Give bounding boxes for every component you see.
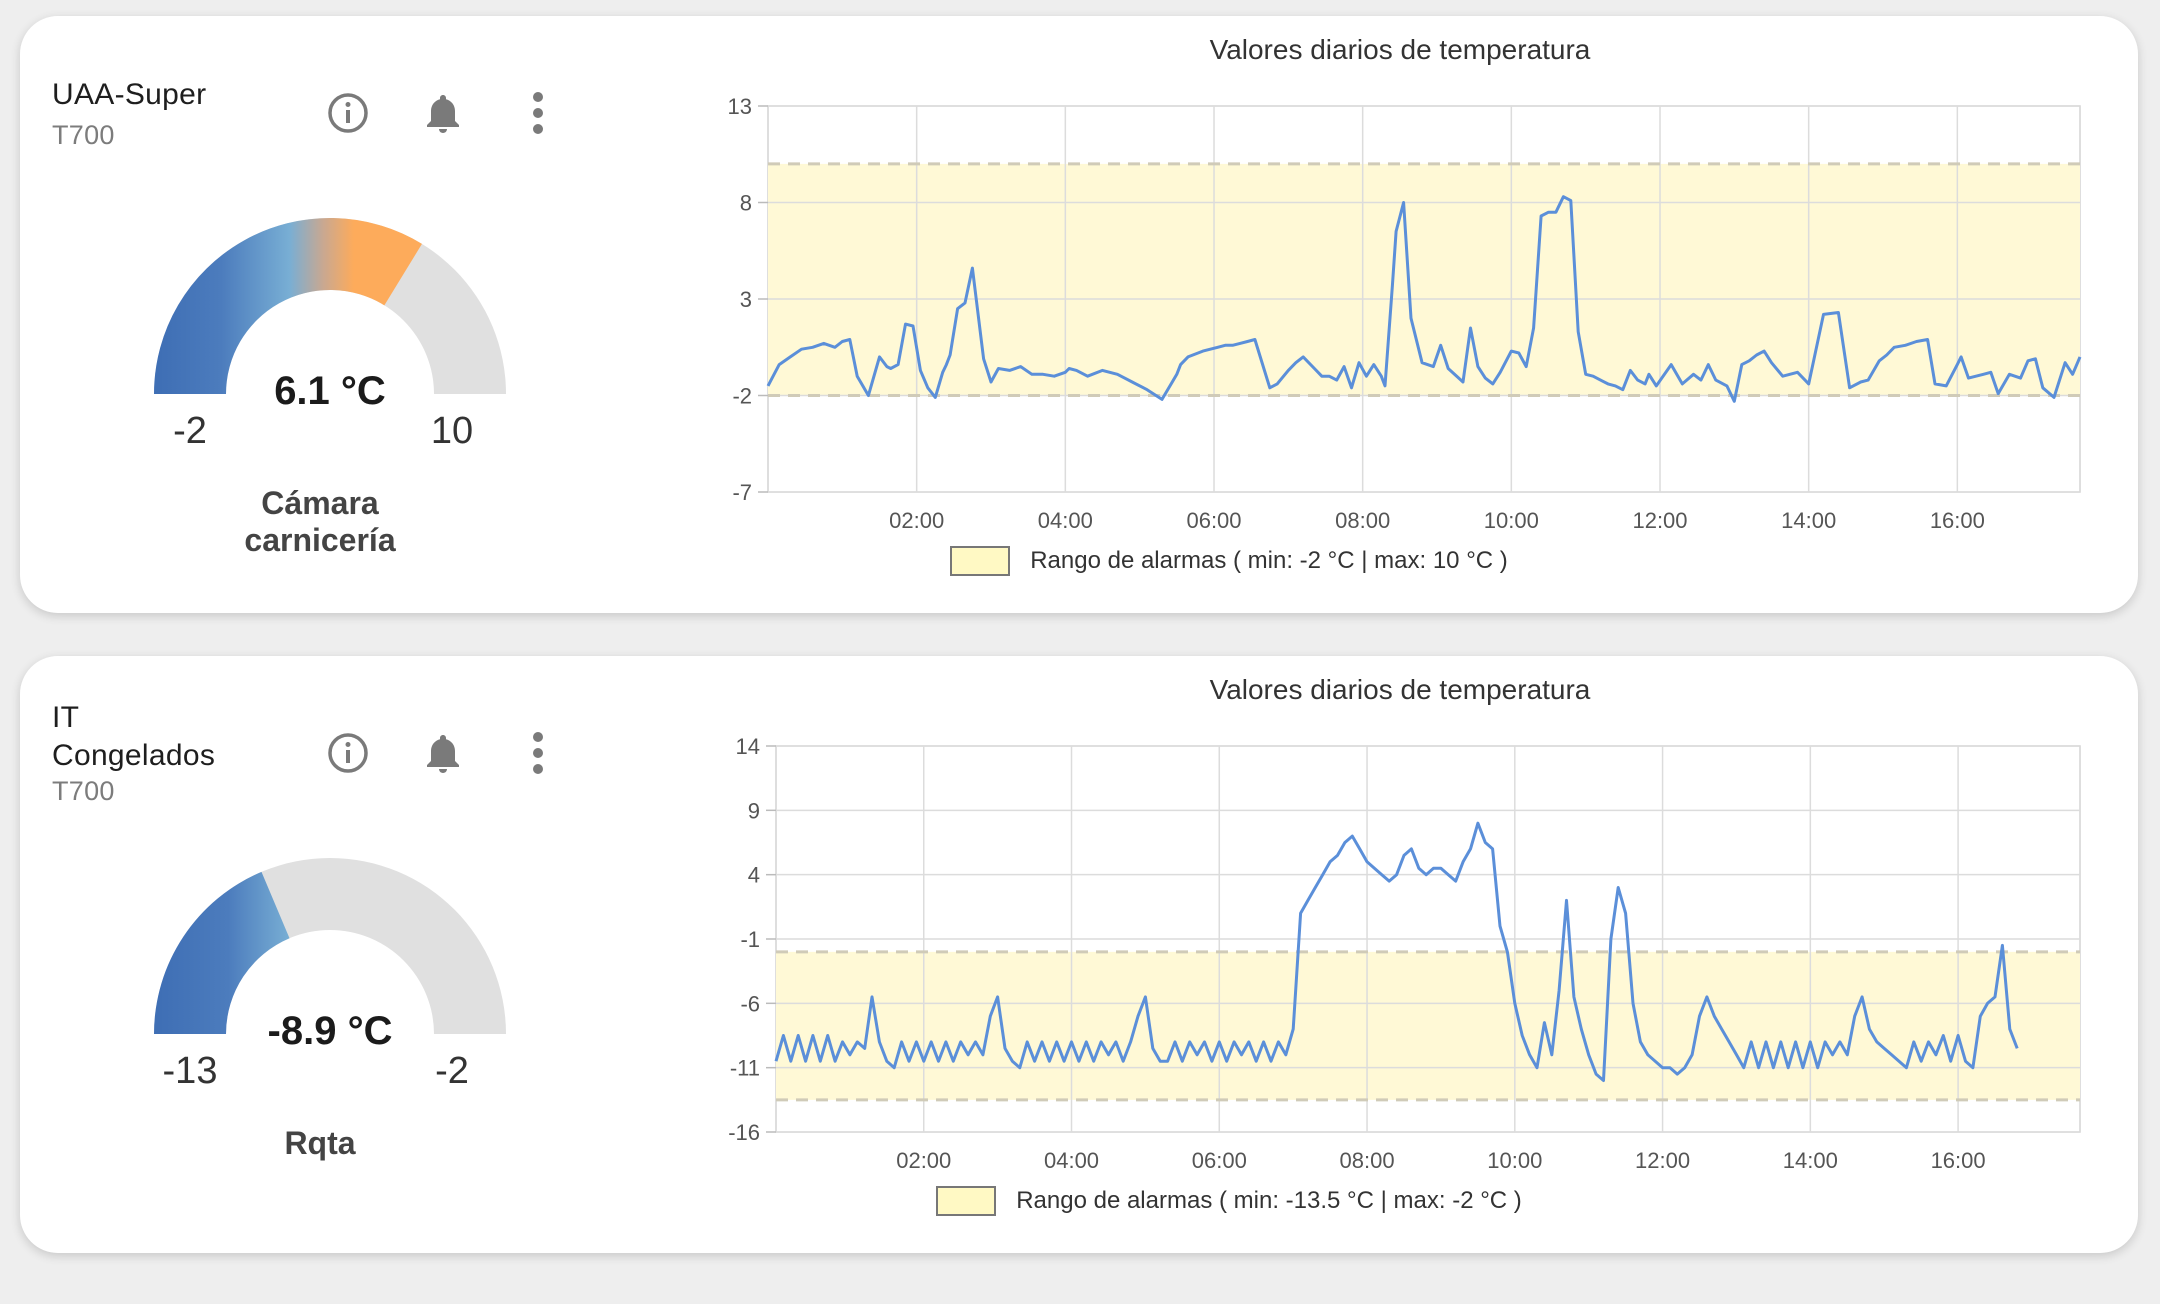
x-tick-label: 02:00 xyxy=(889,508,944,533)
temperature-series-line xyxy=(766,195,2082,403)
device-card: IT Congelados T700 xyxy=(20,656,2138,1253)
y-tick-label: 8 xyxy=(740,191,752,216)
device-name: IT Congelados xyxy=(52,699,215,775)
y-tick-label: 4 xyxy=(748,863,760,888)
bell-icon xyxy=(427,95,459,133)
x-tick-label: 16:00 xyxy=(1931,1148,1986,1173)
y-tick-label: -6 xyxy=(740,991,760,1016)
y-tick-label: -1 xyxy=(740,927,760,952)
bell-icon xyxy=(427,735,459,773)
more-vertical-icon xyxy=(533,92,543,134)
x-tick-label: 12:00 xyxy=(1635,1148,1690,1173)
x-tick-label: 14:00 xyxy=(1783,1148,1838,1173)
legend-swatch xyxy=(950,546,1011,576)
y-tick-label: -11 xyxy=(730,1056,760,1081)
x-tick-label: 16:00 xyxy=(1930,508,1985,533)
device-model: T700 xyxy=(52,776,115,806)
gauge-max-label: -2 xyxy=(435,1050,469,1092)
alarm-band xyxy=(768,163,2080,396)
location-label: Cámara carnicería xyxy=(244,485,396,558)
gauge-max-label: 10 xyxy=(430,410,474,452)
alarm-bell-button[interactable] xyxy=(413,723,473,783)
y-tick-label: 13 xyxy=(728,94,752,119)
device-card: UAA-Super T700 xyxy=(20,16,2138,613)
x-tick-label: 04:00 xyxy=(1044,1148,1099,1173)
y-tick-label: 3 xyxy=(740,287,752,312)
y-tick-label: -7 xyxy=(732,480,752,505)
gauge-min-label: -13 xyxy=(162,1050,218,1092)
gauge-fill xyxy=(154,217,422,394)
x-tick-label: 06:00 xyxy=(1192,1148,1247,1173)
gauge-value: -8.9 °C xyxy=(267,1009,393,1053)
alarm-band xyxy=(776,951,2080,1100)
chart-legend: Rango de alarmas ( min: -13.5 °C | max: … xyxy=(20,1186,2138,1216)
chart-title: Valores diarios de temperatura xyxy=(1209,34,1591,65)
y-tick-label: 9 xyxy=(748,798,760,823)
x-tick-label: 10:00 xyxy=(1484,508,1539,533)
y-tick-label: 14 xyxy=(736,734,760,759)
info-icon xyxy=(328,733,368,773)
legend-swatch xyxy=(936,1186,997,1216)
device-name-line: Congelados xyxy=(52,739,216,772)
gauge-fill xyxy=(154,871,290,1034)
temperature-gauge: 6.1 °C -2 10 Cámara carnicería xyxy=(140,196,520,558)
legend-label: Rango de alarmas ( min: -2 °C | max: 10 … xyxy=(1030,547,1508,574)
info-icon xyxy=(328,93,368,133)
x-tick-label: 02:00 xyxy=(896,1148,951,1173)
more-options-button[interactable] xyxy=(508,723,568,783)
alarm-bell-button[interactable] xyxy=(413,83,473,143)
device-model: T700 xyxy=(52,120,115,150)
chart-legend: Rango de alarmas ( min: -2 °C | max: 10 … xyxy=(20,546,2138,576)
chart-title: Valores diarios de temperatura xyxy=(1209,674,1591,705)
temperature-gauge: -8.9 °C -13 -2 Rqta xyxy=(140,836,520,1161)
location-label: Rqta xyxy=(284,1125,356,1161)
x-tick-label: 06:00 xyxy=(1186,508,1241,533)
x-tick-label: 08:00 xyxy=(1335,508,1390,533)
more-options-button[interactable] xyxy=(508,83,568,143)
x-tick-label: 14:00 xyxy=(1781,508,1836,533)
x-tick-label: 10:00 xyxy=(1487,1148,1542,1173)
gauge-min-label: -2 xyxy=(173,410,207,452)
device-name-line: IT xyxy=(52,701,80,734)
y-tick-label: -2 xyxy=(732,384,752,409)
device-name: UAA-Super xyxy=(52,78,207,111)
info-button[interactable] xyxy=(318,83,378,143)
gauge-arc xyxy=(154,217,506,394)
x-tick-label: 08:00 xyxy=(1340,1148,1395,1173)
x-tick-label: 04:00 xyxy=(1038,508,1093,533)
gauge-arc xyxy=(154,858,506,1034)
info-button[interactable] xyxy=(318,723,378,783)
legend-label: Rango de alarmas ( min: -13.5 °C | max: … xyxy=(1016,1187,1522,1214)
more-vertical-icon xyxy=(533,732,543,774)
y-tick-label: -16 xyxy=(728,1120,760,1145)
temperature-series-line xyxy=(774,821,2019,1082)
temperature-chart: 14 9 4 -1 -6 -11 -16 02:00 04:00 06:00 08:00 10:00 1… xyxy=(728,734,2081,1173)
x-tick-label: 12:00 xyxy=(1632,508,1687,533)
gauge-value: 6.1 °C xyxy=(274,369,386,413)
temperature-chart: 13 8 3 -2 -7 02:00 04:00 06:00 08:00 10:00 12:00 14… xyxy=(728,94,2082,533)
